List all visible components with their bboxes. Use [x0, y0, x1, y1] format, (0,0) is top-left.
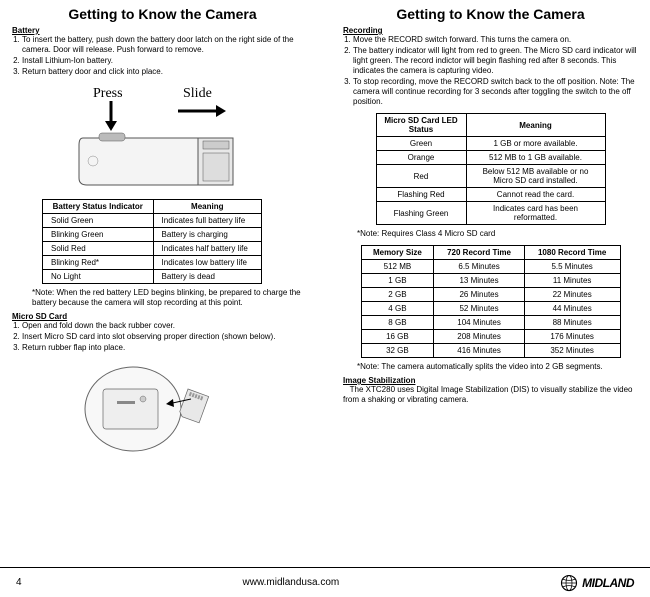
table-cell: 16 GB [361, 330, 434, 344]
table-cell: 32 GB [361, 344, 434, 358]
table-cell: Cannot read the card. [466, 188, 605, 202]
table-cell: Blinking Red* [43, 256, 154, 270]
slide-label: Slide [183, 86, 212, 101]
table-header: Meaning [153, 200, 261, 214]
table-cell: 52 Minutes [434, 302, 524, 316]
stabilization-heading: Image Stabilization [343, 376, 638, 385]
brand-logo: MIDLAND [560, 574, 634, 592]
table-cell: Battery is charging [153, 228, 261, 242]
recording-steps: Move the RECORD switch forward. This tur… [343, 35, 638, 107]
table-cell: Green [376, 137, 466, 151]
table-cell: 88 Minutes [524, 316, 620, 330]
table-cell: Indicates half battery life [153, 242, 261, 256]
sdcard-step: Insert Micro SD card into slot observing… [22, 332, 313, 342]
press-label: Press [93, 86, 123, 101]
recording-step: To stop recording, move the RECORD switc… [353, 77, 638, 107]
table-cell: Orange [376, 151, 466, 165]
table-header: Micro SD Card LED Status [376, 114, 466, 137]
recording-heading: Recording [343, 26, 638, 35]
table-cell: 44 Minutes [524, 302, 620, 316]
page-container: Getting to Know the Camera Battery To in… [0, 0, 650, 560]
table-cell: Indicates full battery life [153, 214, 261, 228]
table-cell: 5.5 Minutes [524, 260, 620, 274]
table-cell: Below 512 MB available or no Micro SD ca… [466, 165, 605, 188]
table-cell: 208 Minutes [434, 330, 524, 344]
table-header: Battery Status Indicator [43, 200, 154, 214]
table-cell: Solid Red [43, 242, 154, 256]
footer: 4 www.midlandusa.com MIDLAND [0, 567, 650, 597]
battery-status-table: Battery Status Indicator Meaning Solid G… [42, 199, 262, 284]
recording-note2: *Note: The camera automatically splits t… [357, 362, 638, 372]
stabilization-text: The XTC280 uses Digital Image Stabilizat… [343, 385, 638, 405]
globe-icon [560, 574, 578, 592]
table-cell: 4 GB [361, 302, 434, 316]
led-status-table: Micro SD Card LED Status Meaning Green1 … [376, 113, 606, 225]
table-cell: 2 GB [361, 288, 434, 302]
table-cell: Battery is dead [153, 270, 261, 284]
table-cell: 22 Minutes [524, 288, 620, 302]
table-header: Memory Size [361, 246, 434, 260]
sdcard-diagram [73, 359, 253, 459]
battery-step: To insert the battery, push down the bat… [22, 35, 313, 55]
battery-heading: Battery [12, 26, 313, 35]
table-cell: 512 MB to 1 GB available. [466, 151, 605, 165]
recording-step: The battery indicator will light from re… [353, 46, 638, 76]
right-column: Getting to Know the Camera Recording Mov… [325, 0, 650, 560]
battery-diagram: Press Slide [63, 83, 263, 193]
table-cell: Flashing Red [376, 188, 466, 202]
recording-note1: *Note: Requires Class 4 Micro SD card [357, 229, 638, 239]
sdcard-heading: Micro SD Card [12, 312, 313, 321]
table-header: 720 Record Time [434, 246, 524, 260]
brand-name: MIDLAND [582, 576, 634, 590]
left-title: Getting to Know the Camera [12, 6, 313, 22]
table-cell: Indicates low battery life [153, 256, 261, 270]
table-cell: 176 Minutes [524, 330, 620, 344]
table-header: Meaning [466, 114, 605, 137]
left-column: Getting to Know the Camera Battery To in… [0, 0, 325, 560]
table-cell: 1 GB [361, 274, 434, 288]
table-cell: Blinking Green [43, 228, 154, 242]
table-cell: 6.5 Minutes [434, 260, 524, 274]
sdcard-step: Return rubber flap into place. [22, 343, 313, 353]
recording-step: Move the RECORD switch forward. This tur… [353, 35, 638, 45]
sdcard-step: Open and fold down the back rubber cover… [22, 321, 313, 331]
table-cell: No Light [43, 270, 154, 284]
table-cell: Solid Green [43, 214, 154, 228]
table-cell: 104 Minutes [434, 316, 524, 330]
footer-url: www.midlandusa.com [243, 577, 340, 588]
table-cell: Indicates card has been reformatted. [466, 202, 605, 225]
table-cell: Flashing Green [376, 202, 466, 225]
table-cell: 8 GB [361, 316, 434, 330]
table-cell: 416 Minutes [434, 344, 524, 358]
memory-table: Memory Size 720 Record Time 1080 Record … [361, 245, 621, 358]
table-header: 1080 Record Time [524, 246, 620, 260]
right-title: Getting to Know the Camera [343, 6, 638, 22]
table-cell: 11 Minutes [524, 274, 620, 288]
table-cell: 512 MB [361, 260, 434, 274]
table-cell: 26 Minutes [434, 288, 524, 302]
page-number: 4 [16, 577, 22, 588]
battery-step: Return battery door and click into place… [22, 67, 313, 77]
table-cell: 1 GB or more available. [466, 137, 605, 151]
table-cell: Red [376, 165, 466, 188]
battery-step: Install Lithium-Ion battery. [22, 56, 313, 66]
battery-note: *Note: When the red battery LED begins b… [32, 288, 313, 308]
table-cell: 352 Minutes [524, 344, 620, 358]
table-cell: 13 Minutes [434, 274, 524, 288]
battery-steps: To insert the battery, push down the bat… [12, 35, 313, 77]
sdcard-steps: Open and fold down the back rubber cover… [12, 321, 313, 353]
